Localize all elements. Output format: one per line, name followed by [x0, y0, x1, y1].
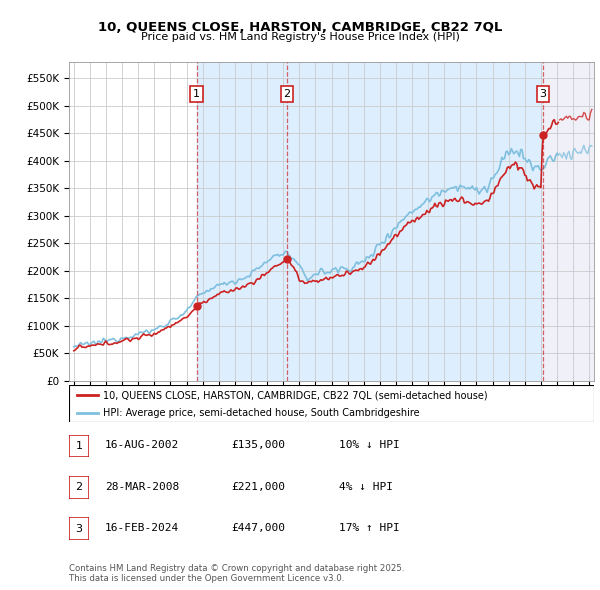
Text: 10, QUEENS CLOSE, HARSTON, CAMBRIDGE, CB22 7QL (semi-detached house): 10, QUEENS CLOSE, HARSTON, CAMBRIDGE, CB…	[103, 390, 488, 400]
Text: 17% ↑ HPI: 17% ↑ HPI	[339, 523, 400, 533]
Text: Price paid vs. HM Land Registry's House Price Index (HPI): Price paid vs. HM Land Registry's House …	[140, 32, 460, 42]
Text: HPI: Average price, semi-detached house, South Cambridgeshire: HPI: Average price, semi-detached house,…	[103, 408, 420, 418]
Text: 3: 3	[539, 89, 546, 99]
Text: 2: 2	[283, 89, 290, 99]
Text: 4% ↓ HPI: 4% ↓ HPI	[339, 482, 393, 491]
Text: 28-MAR-2008: 28-MAR-2008	[105, 482, 179, 491]
Text: 3: 3	[76, 524, 82, 533]
Text: £447,000: £447,000	[231, 523, 285, 533]
Text: £135,000: £135,000	[231, 441, 285, 450]
Text: 1: 1	[193, 89, 200, 99]
Bar	[543, 62, 594, 381]
Bar	[197, 62, 287, 381]
Text: £221,000: £221,000	[231, 482, 285, 491]
Text: Contains HM Land Registry data © Crown copyright and database right 2025.
This d: Contains HM Land Registry data © Crown c…	[69, 563, 404, 583]
Bar	[543, 62, 594, 381]
Text: 16-FEB-2024: 16-FEB-2024	[105, 523, 179, 533]
Text: 16-AUG-2002: 16-AUG-2002	[105, 441, 179, 450]
Text: 2: 2	[76, 483, 82, 492]
Bar	[287, 62, 543, 381]
Text: 10% ↓ HPI: 10% ↓ HPI	[339, 441, 400, 450]
Text: 1: 1	[76, 441, 82, 451]
FancyBboxPatch shape	[69, 476, 89, 499]
FancyBboxPatch shape	[69, 517, 89, 540]
Text: 10, QUEENS CLOSE, HARSTON, CAMBRIDGE, CB22 7QL: 10, QUEENS CLOSE, HARSTON, CAMBRIDGE, CB…	[98, 21, 502, 34]
FancyBboxPatch shape	[69, 435, 89, 457]
